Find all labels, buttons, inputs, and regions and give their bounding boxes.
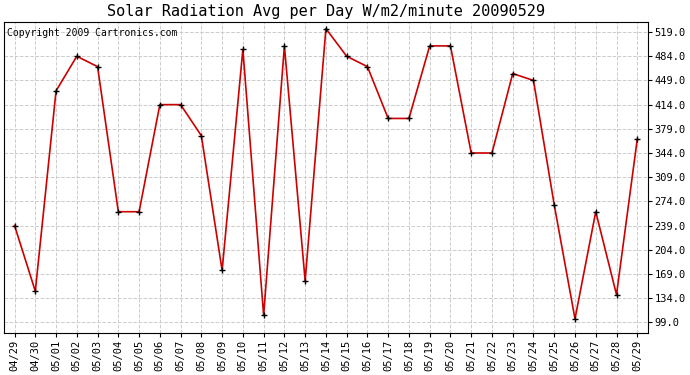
Title: Solar Radiation Avg per Day W/m2/minute 20090529: Solar Radiation Avg per Day W/m2/minute … [107, 4, 545, 19]
Text: Copyright 2009 Cartronics.com: Copyright 2009 Cartronics.com [8, 28, 178, 38]
